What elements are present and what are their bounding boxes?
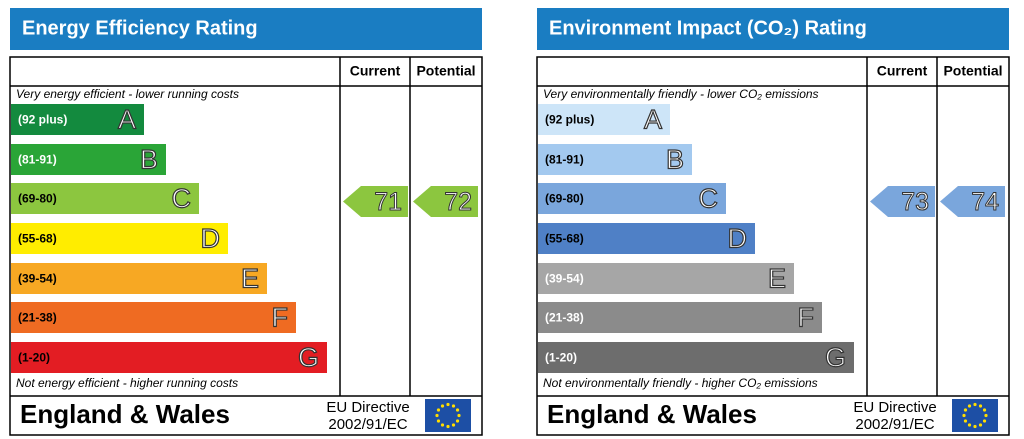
eu-star	[457, 413, 461, 418]
top-note: Very energy efficient - lower running co…	[16, 87, 239, 101]
band-letter: B	[140, 145, 158, 175]
band-range: (1-20)	[18, 351, 50, 365]
frame	[9, 56, 483, 436]
band	[538, 223, 755, 254]
eu-star	[446, 424, 450, 429]
band-range: (69-80)	[18, 192, 57, 206]
band-letter: E	[241, 264, 259, 294]
current-header: Current	[350, 63, 401, 79]
eu-star	[436, 419, 441, 423]
band	[11, 342, 327, 373]
top-note: Very environmentally friendly - lower CO…	[543, 87, 819, 101]
band-letter: B	[666, 145, 684, 175]
band-range: (55-68)	[545, 232, 584, 246]
band	[11, 183, 199, 214]
band	[11, 223, 228, 254]
band-letter: C	[172, 184, 192, 214]
band-range: (1-20)	[545, 351, 577, 365]
band	[11, 263, 267, 294]
eu-star	[978, 423, 983, 427]
directive-1: EU Directive	[326, 399, 409, 416]
band-range: (92 plus)	[545, 113, 594, 127]
band	[538, 302, 822, 333]
band-letter: A	[644, 105, 662, 135]
eu-star	[440, 404, 445, 408]
potential-arrow	[940, 186, 1005, 217]
directive-1: EU Directive	[853, 399, 936, 416]
eu-star	[440, 423, 445, 427]
current-arrow	[343, 186, 408, 217]
band-letter: A	[118, 105, 136, 135]
band-range: (81-91)	[545, 153, 584, 167]
frame	[536, 56, 1010, 436]
band	[538, 183, 726, 214]
band-letter: F	[272, 303, 289, 333]
eu-star	[973, 402, 977, 407]
current-arrow	[870, 186, 935, 217]
potential-header: Potential	[416, 63, 475, 79]
band-letter: G	[825, 343, 846, 373]
band	[11, 302, 296, 333]
title-bar	[10, 8, 482, 50]
current-value: 71	[374, 188, 402, 216]
eu-star	[982, 408, 987, 412]
band-letter: F	[798, 303, 815, 333]
eu-star	[984, 413, 988, 418]
eu-star	[455, 408, 460, 412]
current-value: 73	[901, 188, 929, 216]
potential-value: 74	[971, 188, 999, 216]
current-header: Current	[877, 63, 928, 79]
eu-star	[446, 402, 450, 407]
band-letter: D	[201, 224, 221, 254]
band-letter: G	[298, 343, 319, 373]
eu-star	[973, 424, 977, 429]
band-letter: E	[768, 264, 786, 294]
eu-star	[435, 413, 439, 418]
eu-star	[967, 404, 972, 408]
directive-2: 2002/91/EC	[855, 416, 934, 433]
title: Environment Impact (CO₂) Rating	[549, 17, 867, 39]
band-range: (21-38)	[18, 311, 57, 325]
potential-arrow	[413, 186, 478, 217]
band	[538, 342, 854, 373]
potential-header: Potential	[943, 63, 1002, 79]
eu-star	[455, 419, 460, 423]
band	[11, 104, 144, 135]
band	[538, 263, 794, 294]
band-letter: C	[699, 184, 719, 214]
title: Energy Efficiency Rating	[22, 17, 258, 39]
band	[11, 144, 166, 175]
band	[538, 104, 670, 135]
eu-star	[451, 423, 456, 427]
bottom-note: Not energy efficient - higher running co…	[16, 376, 238, 390]
band-range: (39-54)	[18, 272, 57, 286]
region: England & Wales	[547, 399, 757, 429]
region: England & Wales	[20, 399, 230, 429]
title-bar	[537, 8, 1009, 50]
bottom-note: Not environmentally friendly - higher CO…	[543, 376, 818, 390]
band-range: (81-91)	[18, 153, 57, 167]
band-range: (69-80)	[545, 192, 584, 206]
potential-value: 72	[444, 188, 472, 216]
eu-star	[982, 419, 987, 423]
band-range: (21-38)	[545, 311, 584, 325]
eu-star	[967, 423, 972, 427]
band	[538, 144, 692, 175]
band-range: (39-54)	[545, 272, 584, 286]
eu-star	[963, 419, 968, 423]
eu-star	[451, 404, 456, 408]
band-letter: D	[728, 224, 748, 254]
directive-2: 2002/91/EC	[328, 416, 407, 433]
eu-star	[962, 413, 966, 418]
band-range: (92 plus)	[18, 113, 67, 127]
eu-star	[436, 408, 441, 412]
band-range: (55-68)	[18, 232, 57, 246]
eu-star	[963, 408, 968, 412]
eu-star	[978, 404, 983, 408]
